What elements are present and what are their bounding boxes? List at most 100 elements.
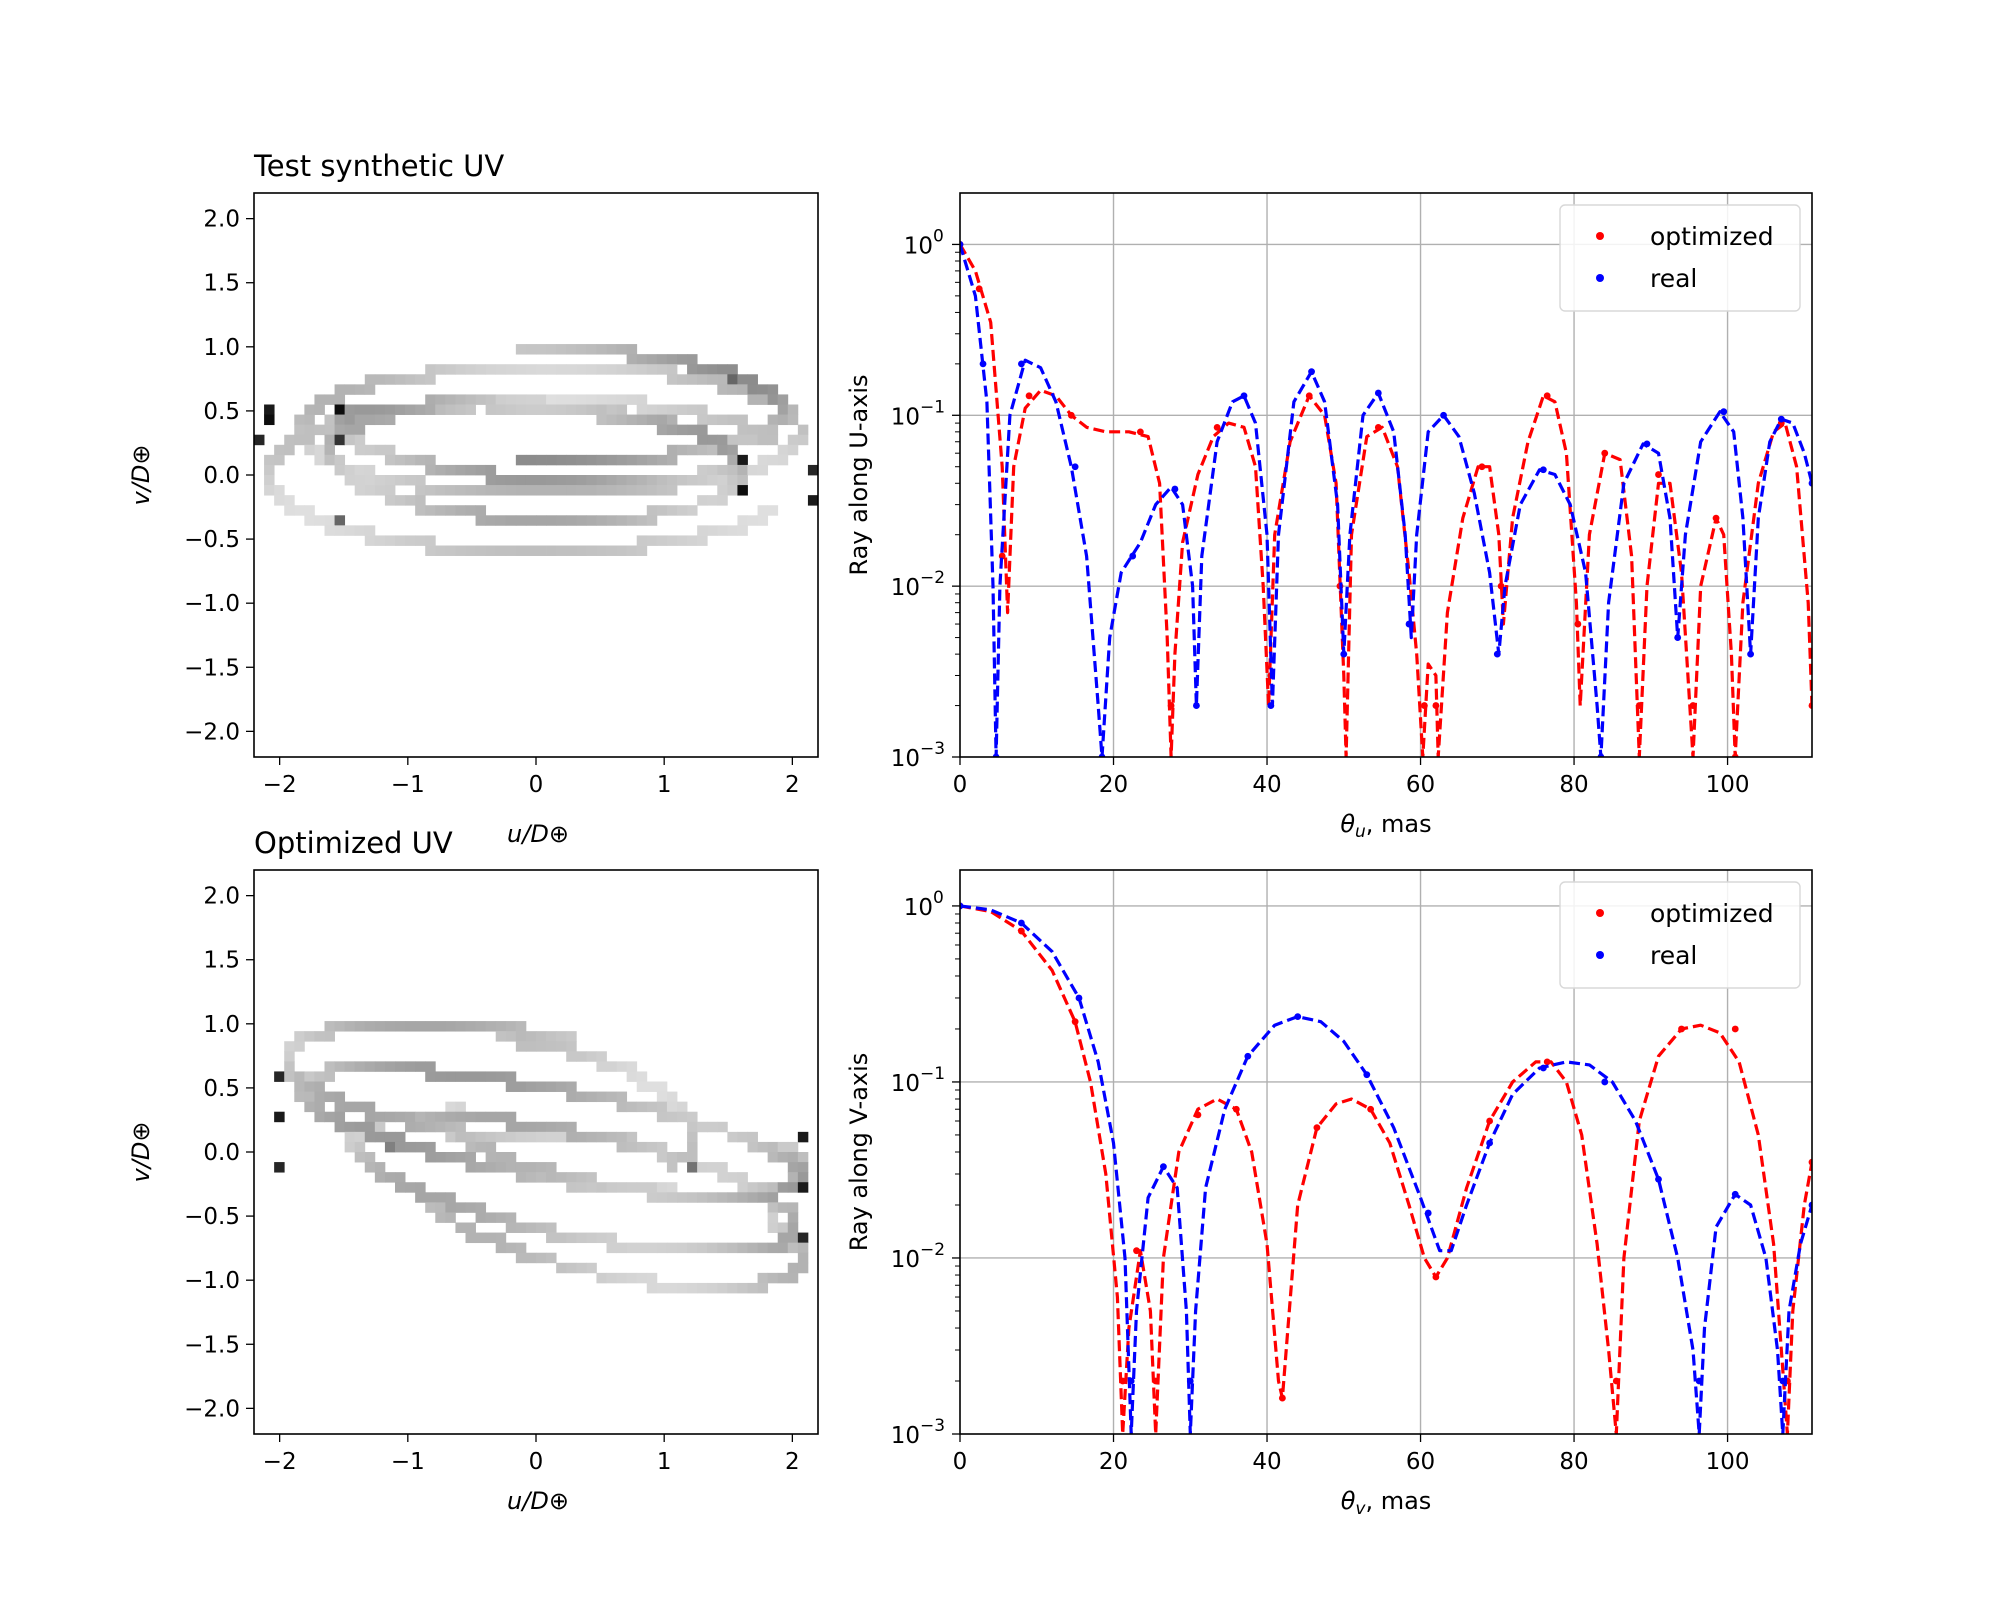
uv-cell [687,444,698,456]
uv-cell [626,364,638,375]
uv-cell [395,535,406,546]
data-point [1075,994,1083,1002]
uv-cell [777,394,789,405]
uv-cell [354,1121,366,1133]
uv-cell [505,1021,517,1032]
uv-cell [687,364,698,375]
uv-cell [757,1182,769,1193]
uv-cell [455,485,466,496]
uv-cell [515,394,527,405]
uv-cell [364,1021,376,1032]
uv-cell [314,1111,325,1123]
uv-cell [576,1232,587,1244]
uv-cell [777,1152,789,1163]
y-tick-base: 10 [891,575,920,601]
uv-cell [687,1131,698,1143]
y-tick-exponent: −3 [920,1416,945,1436]
uv-cell [596,1272,607,1284]
uv-cell [666,1242,678,1254]
uv-cell [384,414,396,426]
uv-cell [546,1252,557,1264]
series-optimized [960,241,1812,757]
uv-cell [536,1031,547,1042]
uv-cell [666,454,678,466]
uv-cell [606,1061,617,1072]
uv-cell [787,1182,799,1193]
data-point [1294,1013,1302,1021]
uv-cell [334,1101,346,1113]
uv-cell [445,1131,456,1143]
uv-cell [505,1031,517,1042]
uv-cell [767,454,779,466]
uv-cell [384,495,396,506]
uv-cell [515,515,527,526]
uv-cell [616,394,628,405]
uv-cell [586,1182,597,1193]
uv-cell [646,1182,658,1193]
x-tick-label: 80 [1559,772,1588,798]
uv-cell [515,1131,527,1143]
uv-cell [757,424,769,436]
uv-cell [596,454,607,466]
uv-cell [304,424,315,436]
uv-cell [364,374,376,385]
uv-cell [727,374,738,385]
uv-cell [435,1121,446,1133]
data-point [975,285,983,293]
uv-cell [556,1131,567,1143]
uv-cell [566,1262,577,1274]
uv-cell [334,515,346,526]
uv-cell [475,545,487,556]
uv-cell [656,505,668,516]
data-point [1695,1377,1703,1385]
uv-cell [757,1282,769,1294]
y-tick-base: 10 [891,746,920,772]
y-tick-label: 10 −3 [891,739,945,772]
uv-cell [354,1152,366,1163]
uv-cell [787,1162,799,1173]
uv-cell [405,404,416,415]
uv-cell [737,464,748,476]
uv-cell [505,1111,517,1123]
uv-cell [475,515,487,526]
uv-cell [294,1081,305,1092]
uv-cell [405,1121,416,1133]
uv-cell [455,1152,466,1163]
uv-cell [495,485,507,496]
uv-cell [384,374,396,385]
uv-cell [364,404,376,415]
uv-cell [536,404,547,415]
uv-cell [636,414,648,426]
uv-cell [566,1121,577,1133]
uv-cell [354,464,366,476]
uv-cell [767,1202,779,1213]
data-point [1432,1273,1440,1281]
data-point [1432,702,1440,709]
uv-cell [435,1212,446,1223]
uv-cell [656,475,668,486]
y-tick-label: 10 0 [904,226,944,259]
uv-cell [777,1232,789,1244]
uv-cell [264,414,275,426]
uv-cell [445,485,456,496]
uv-cell [546,545,557,556]
uv-cell [324,1091,335,1103]
x-tick-label: 20 [1099,1449,1128,1475]
uv-cell [415,505,426,516]
uv-cell [465,545,476,556]
uv-cell [596,414,607,426]
uv-cell [697,475,708,486]
uv-cell [707,434,718,446]
uv-cell [556,1081,567,1092]
uv-cell [455,394,466,405]
uv-cell [687,1121,698,1133]
uv-cell [515,1162,527,1173]
uv-cell [294,414,305,426]
uv-cell [536,344,547,355]
uv-cell [485,1021,497,1032]
uv-cell [576,1262,587,1274]
uv-cell [626,1242,638,1254]
uv-cell [586,404,597,415]
uv-cell [374,1131,386,1143]
series-real [960,902,1812,1434]
